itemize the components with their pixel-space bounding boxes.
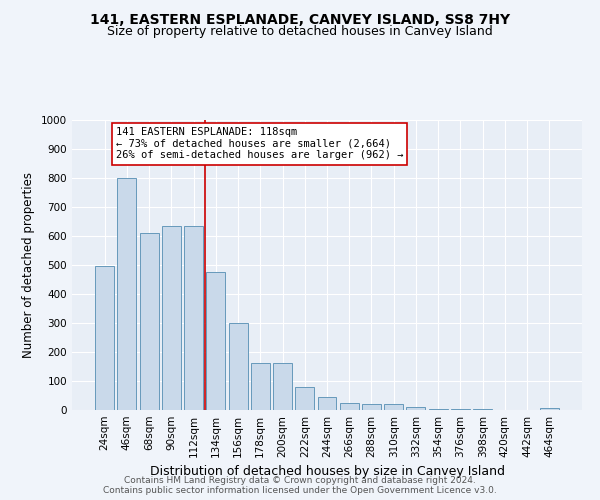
Text: 141 EASTERN ESPLANADE: 118sqm
← 73% of detached houses are smaller (2,664)
26% o: 141 EASTERN ESPLANADE: 118sqm ← 73% of d… [116,127,403,160]
Bar [206,272,225,410]
Bar [362,404,381,410]
Bar [451,409,470,410]
Bar [229,323,248,410]
Y-axis label: Number of detached properties: Number of detached properties [22,172,35,358]
Bar [140,233,158,410]
Bar [340,403,359,410]
Bar [95,266,114,410]
Text: Size of property relative to detached houses in Canvey Island: Size of property relative to detached ho… [107,25,493,38]
Bar [162,226,181,410]
Bar [251,362,270,410]
Bar [118,178,136,410]
X-axis label: Distribution of detached houses by size in Canvey Island: Distribution of detached houses by size … [149,466,505,478]
Bar [540,408,559,410]
Bar [317,396,337,410]
Text: 141, EASTERN ESPLANADE, CANVEY ISLAND, SS8 7HY: 141, EASTERN ESPLANADE, CANVEY ISLAND, S… [90,12,510,26]
Text: Contains HM Land Registry data © Crown copyright and database right 2024.: Contains HM Land Registry data © Crown c… [124,476,476,485]
Bar [184,226,203,410]
Bar [273,362,292,410]
Bar [295,387,314,410]
Bar [406,406,425,410]
Bar [384,404,403,410]
Text: Contains public sector information licensed under the Open Government Licence v3: Contains public sector information licen… [103,486,497,495]
Bar [429,408,448,410]
